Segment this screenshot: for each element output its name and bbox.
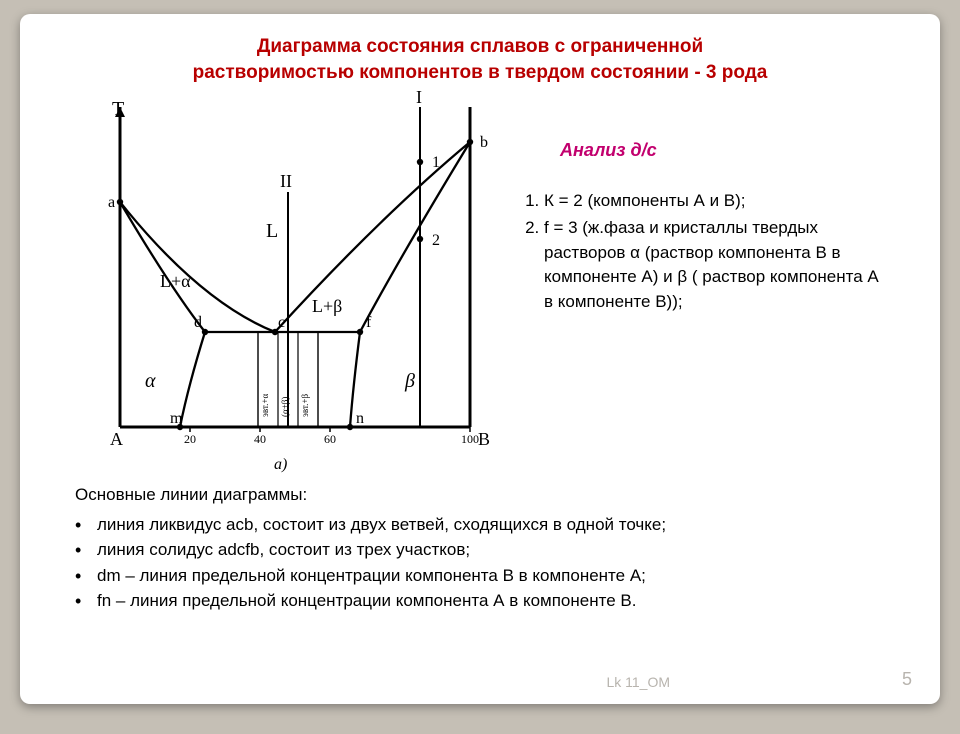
- svg-text:I: I: [416, 87, 422, 107]
- svg-text:20: 20: [184, 432, 196, 446]
- analysis-heading: Анализ д/с: [560, 137, 890, 163]
- svg-text:β: β: [404, 370, 415, 392]
- svg-text:(α+β): (α+β): [280, 397, 290, 417]
- bottom-list: линия ликвидус acb, состоит из двух ветв…: [75, 512, 900, 614]
- bottom-item: dm – линия предельной концентрации компо…: [75, 563, 900, 589]
- svg-text:L+α: L+α: [160, 271, 191, 291]
- svg-text:эвт.+α: эвт.+α: [260, 394, 270, 417]
- title-line-1: Диаграмма состояния сплавов с ограниченн…: [257, 36, 703, 57]
- svg-text:f: f: [366, 314, 372, 331]
- svg-text:T: T: [112, 98, 124, 120]
- svg-text:a): a): [274, 456, 287, 473]
- title-line-2: растворимостью компонентов в твердом сос…: [193, 62, 768, 83]
- svg-text:L+β: L+β: [312, 296, 342, 316]
- analysis-item: К = 2 (компоненты А и В);: [544, 189, 890, 214]
- svg-text:b: b: [480, 134, 488, 151]
- svg-text:40: 40: [254, 432, 266, 446]
- bottom-text: Основные линии диаграммы: линия ликвидус…: [20, 482, 940, 614]
- bottom-item: fn – линия предельной концентрации компо…: [75, 588, 900, 614]
- svg-text:B: B: [478, 429, 490, 449]
- svg-text:2: 2: [432, 232, 440, 249]
- footer-label: Lk 11_OM: [606, 674, 670, 690]
- svg-text:n: n: [356, 410, 364, 427]
- bottom-item: линия солидус adcfb, состоит из трех уча…: [75, 537, 900, 563]
- svg-text:L: L: [266, 220, 278, 242]
- analysis-item: f = 3 (ж.фаза и кристаллы твердых раство…: [544, 216, 890, 315]
- svg-text:II: II: [280, 171, 292, 191]
- svg-text:α: α: [145, 370, 156, 392]
- svg-text:1: 1: [432, 154, 440, 171]
- bottom-item: линия ликвидус acb, состоит из двух ветв…: [75, 512, 900, 538]
- analysis-list: К = 2 (компоненты А и В); f = 3 (ж.фаза …: [544, 189, 890, 314]
- svg-text:m: m: [170, 410, 183, 427]
- content-row: 204060100TABIIILL+αL+βαβabcdfmn12эвт.+α(…: [20, 85, 940, 482]
- analysis-column: Анализ д/с К = 2 (компоненты А и В); f =…: [520, 87, 910, 482]
- svg-text:60: 60: [324, 432, 336, 446]
- svg-text:d: d: [194, 314, 202, 331]
- svg-text:c: c: [278, 314, 285, 331]
- svg-text:a: a: [108, 194, 115, 211]
- slide: Диаграмма состояния сплавов с ограниченн…: [20, 14, 940, 704]
- phase-diagram: 204060100TABIIILL+αL+βαβabcdfmn12эвт.+α(…: [50, 87, 520, 482]
- svg-text:эвт.+β: эвт.+β: [300, 394, 310, 417]
- svg-text:100: 100: [461, 432, 479, 446]
- slide-title: Диаграмма состояния сплавов с ограниченн…: [20, 24, 940, 85]
- page-number: 5: [902, 669, 912, 690]
- svg-text:A: A: [110, 429, 123, 449]
